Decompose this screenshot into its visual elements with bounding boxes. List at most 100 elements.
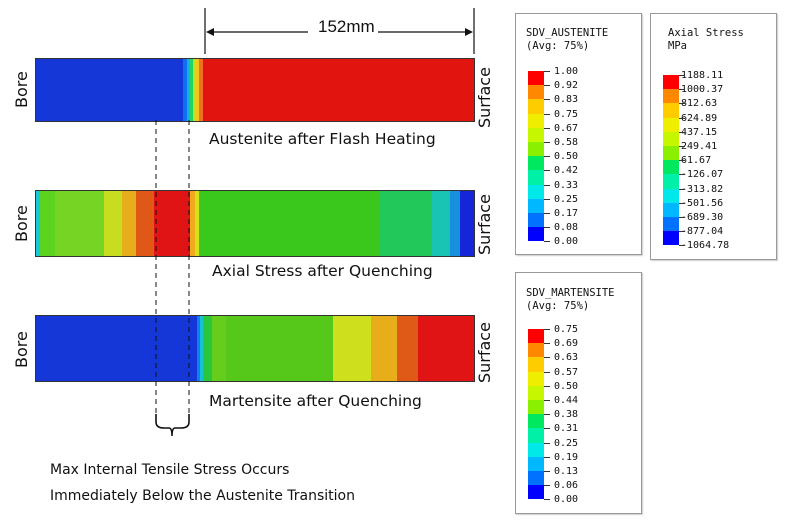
legend-value: 0.17 <box>554 208 579 219</box>
legend-swatch <box>528 400 544 415</box>
contour-band <box>36 191 40 256</box>
contour-band <box>104 191 123 256</box>
legend-tick <box>544 371 550 373</box>
legend-value: 249.41 <box>681 141 718 152</box>
legend-swatch <box>528 85 544 100</box>
legend-swatch <box>663 146 679 161</box>
contour-band <box>418 316 474 381</box>
legend-swatch <box>528 156 544 171</box>
contour-band <box>55 191 105 256</box>
legend-swatch <box>663 117 679 132</box>
legend-swatch <box>528 371 544 386</box>
legend-value: 812.63 <box>681 98 718 110</box>
legend-swatch <box>528 414 544 429</box>
legend-tick <box>544 385 550 387</box>
legend-swatch <box>528 471 544 486</box>
legend-tick <box>679 188 685 190</box>
legend-value: 1188.11 <box>681 70 724 81</box>
legend-swatch <box>528 385 544 400</box>
austenite-bar <box>35 58 475 122</box>
legend-swatch <box>663 188 679 203</box>
legend-swatch <box>528 71 544 86</box>
legend-martensite: SDV_MARTENSITE (Avg: 75%) 0.75 0.69 0.63 0.… <box>515 272 642 514</box>
contour-band <box>449 191 460 256</box>
legend-tick <box>544 156 550 158</box>
axial-stress-caption: Axial Stress after Quenching <box>212 262 433 280</box>
legend-swatch <box>528 99 544 114</box>
bore-label-2: Bore <box>12 205 31 242</box>
legend-value: 0.06 <box>554 480 579 492</box>
legend-value: 61.67 <box>681 155 712 167</box>
legend-value: 0.19 <box>554 451 579 463</box>
contour-band <box>154 191 191 256</box>
legend-value: -313.82 <box>681 183 724 195</box>
contour-band <box>226 316 333 381</box>
contour-band <box>187 59 190 121</box>
legend-value: 0.50 <box>554 151 579 163</box>
contour-band <box>200 316 203 381</box>
legend-swatch <box>528 357 544 372</box>
legend-swatch <box>663 202 679 217</box>
legend-tick <box>544 400 550 401</box>
legend-value: 0.00 <box>554 236 579 248</box>
legend-swatch <box>528 142 544 157</box>
contour-band <box>371 316 397 381</box>
bore-label-1: Bore <box>12 71 31 108</box>
contour-band <box>199 59 203 121</box>
legend-value: 0.58 <box>554 137 579 148</box>
legend-tick <box>544 329 550 330</box>
curly-brace <box>155 414 190 437</box>
legend-tick <box>544 213 550 214</box>
legend-tick <box>679 117 685 119</box>
contour-band <box>193 59 196 121</box>
legend-tick <box>544 414 550 416</box>
dimension-arrow <box>204 8 475 54</box>
legend-tick <box>544 113 550 115</box>
note-line-2: Immediately Below the Austenite Transiti… <box>50 488 355 504</box>
legend-tick <box>544 85 550 87</box>
legend-value: 624.89 <box>681 112 718 124</box>
legend-swatch <box>528 343 544 358</box>
legend-tick <box>544 499 550 501</box>
contour-band <box>36 59 183 121</box>
legend-value: 0.33 <box>554 179 579 191</box>
surface-label-2: Surface <box>475 194 494 255</box>
contour-band <box>199 191 380 256</box>
legend-tick <box>679 103 685 105</box>
legend-tick <box>544 241 550 243</box>
legend-tick <box>544 428 550 430</box>
contour-band <box>333 316 371 381</box>
legend-swatch <box>663 75 679 90</box>
legend-value: 0.08 <box>554 222 579 234</box>
legend-martensite-title: SDV_MARTENSITE (Avg: 75%) <box>526 287 615 312</box>
legend-swatch <box>663 160 679 175</box>
legend-swatch <box>663 217 679 232</box>
surface-label-1: Surface <box>475 67 494 128</box>
contour-band <box>36 316 197 381</box>
martensite-caption: Martensite after Quenching <box>209 392 422 410</box>
legend-tick <box>544 198 550 200</box>
legend-value: -126.07 <box>681 169 724 181</box>
legend-tick <box>544 456 550 458</box>
legend-swatch <box>528 329 544 344</box>
legend-axial-stress: Axial Stress MPa 1188.11 1000.37 812.63 624… <box>650 13 777 260</box>
legend-swatch <box>528 456 544 471</box>
note-line-1: Max Internal Tensile Stress Occurs <box>50 462 290 478</box>
legend-swatch <box>663 174 679 189</box>
legend-tick <box>679 89 685 91</box>
legend-swatch <box>528 428 544 443</box>
legend-tick <box>544 227 550 229</box>
legend-value: 0.25 <box>554 437 579 449</box>
martensite-bar <box>35 315 475 382</box>
legend-value: 0.38 <box>554 409 579 421</box>
contour-band <box>212 316 226 381</box>
legend-tick <box>544 485 550 487</box>
legend-value: 0.44 <box>554 395 579 406</box>
contour-band <box>190 59 193 121</box>
contour-band <box>183 59 187 121</box>
legend-swatch <box>528 442 544 457</box>
legend-tick <box>544 71 550 72</box>
legend-tick <box>679 146 685 147</box>
legend-value: 0.31 <box>554 423 579 435</box>
legend-tick <box>544 184 550 186</box>
